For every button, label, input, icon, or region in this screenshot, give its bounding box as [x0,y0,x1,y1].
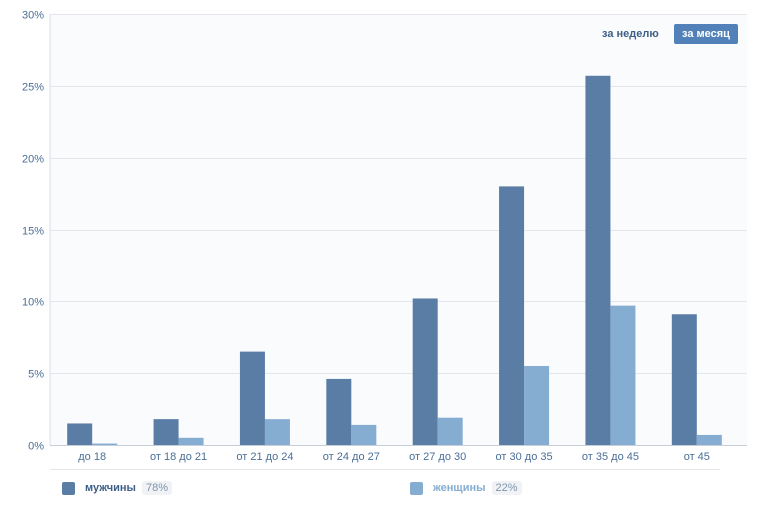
x-tick-label: до 18 [78,451,106,463]
bar-men[interactable] [67,423,93,445]
x-tick-label: от 45 [684,451,710,463]
legend-item-men[interactable]: мужчины 78% [62,480,172,496]
bar-men[interactable] [239,351,265,445]
y-tick-label: 30% [22,10,44,22]
bar-women[interactable] [610,305,636,445]
bar-women[interactable] [696,434,722,445]
x-tick-label: от 35 до 45 [582,451,639,463]
legend-item-women[interactable]: женщины 22% [410,480,522,496]
legend-label-men: мужчины [85,482,136,494]
bar-men[interactable] [412,298,438,445]
y-axis: 0% 5% 10% 15% 20% 25% 30% [22,10,44,453]
bar-men[interactable] [326,378,352,445]
y-tick-label: 10% [22,297,44,309]
y-tick-label: 0% [28,441,44,453]
bar-women[interactable] [437,417,463,445]
x-tick-label: от 21 до 24 [236,451,293,463]
legend-percent-women: 22% [491,481,522,495]
period-month-button[interactable]: за месяц [674,24,738,44]
bar-women[interactable] [92,443,118,445]
legend-percent-men: 78% [141,481,172,495]
plot-area-background [50,14,747,445]
bar-men[interactable] [153,419,179,445]
bar-men[interactable] [671,314,697,445]
x-tick-label: от 24 до 27 [323,451,380,463]
y-tick-label: 5% [28,369,44,381]
x-tick-label: от 18 до 21 [150,451,207,463]
period-week-button[interactable]: за неделю [602,28,659,40]
legend-swatch-women [410,481,423,495]
x-tick-label: от 30 до 35 [496,451,553,463]
y-tick-label: 25% [22,82,44,94]
legend-swatch-men [62,481,75,495]
grid-layer [49,14,747,470]
x-axis: до 18 от 18 до 21 от 21 до 24 от 24 до 27 от… [78,451,710,463]
bars-layer [67,75,722,445]
y-tick-label: 15% [22,226,44,238]
bar-men[interactable] [499,186,525,445]
y-tick-label: 20% [22,154,44,166]
bar-women[interactable] [264,419,290,445]
bar-men[interactable] [585,75,611,445]
x-tick-label: от 27 до 30 [409,451,466,463]
bar-women[interactable] [178,437,204,445]
bar-women[interactable] [351,424,377,445]
bar-women[interactable] [524,365,550,445]
legend-label-women: женщины [433,482,486,494]
